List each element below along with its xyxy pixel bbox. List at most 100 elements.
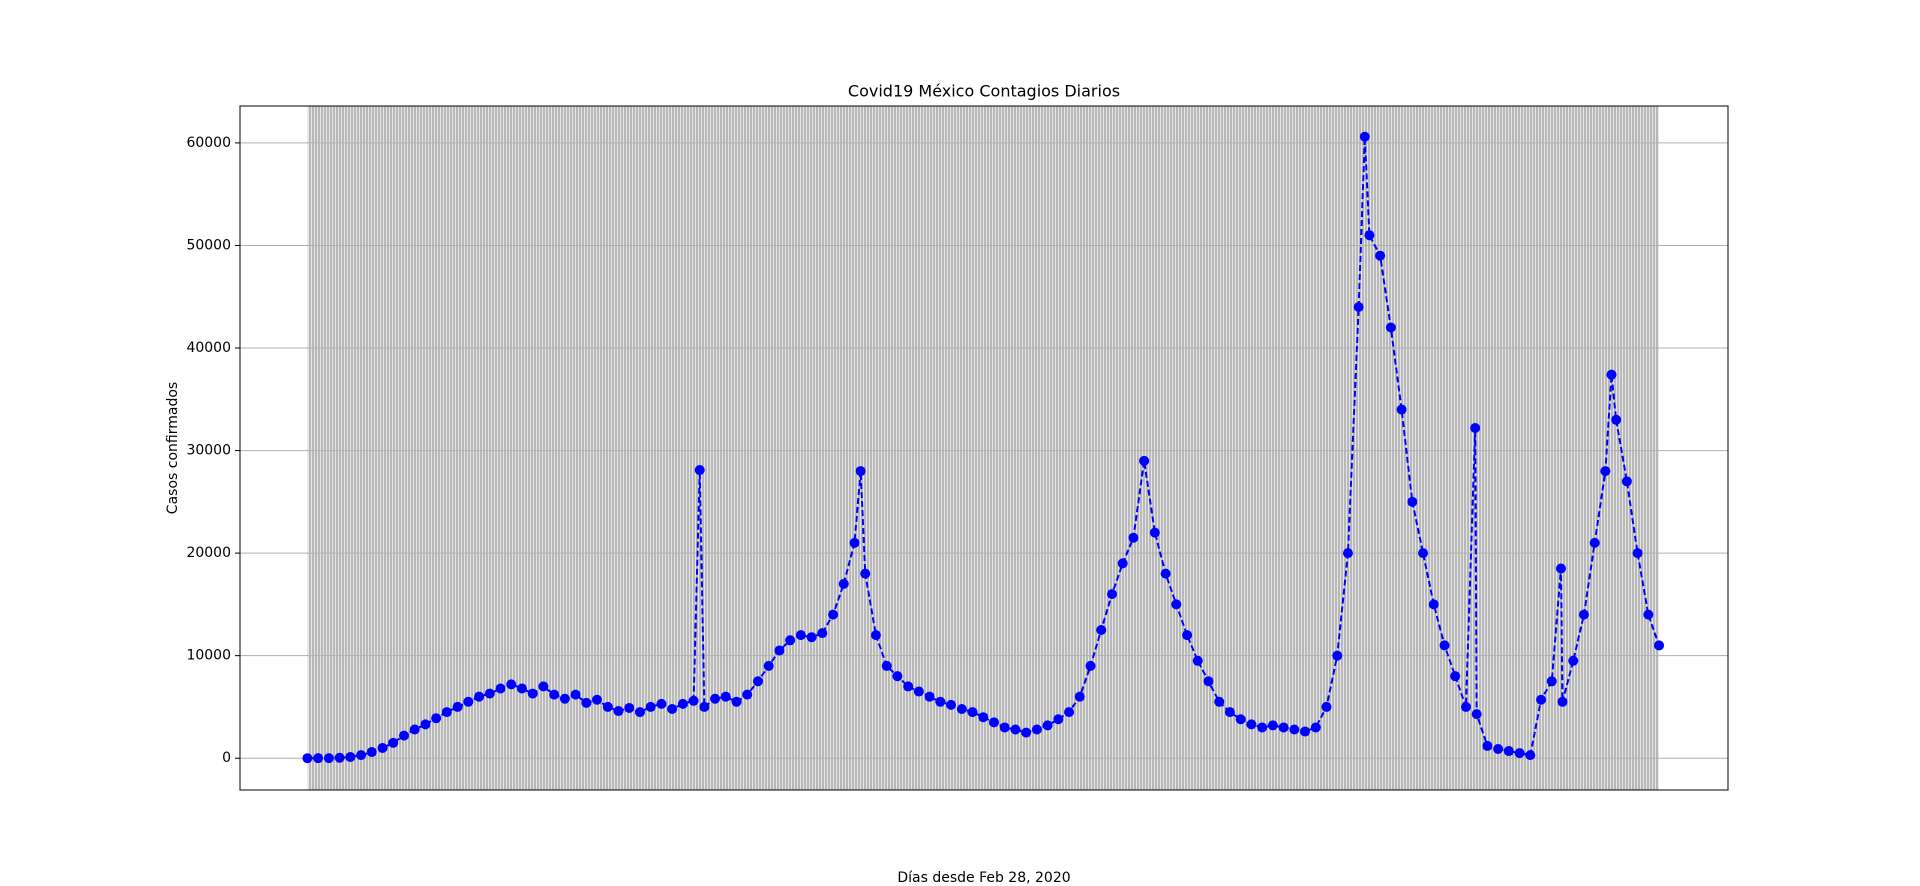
data-point (624, 702, 635, 713)
data-point (720, 691, 731, 702)
data-point (742, 689, 753, 700)
data-point (1257, 722, 1268, 733)
data-point (1353, 301, 1364, 312)
data-point (1375, 250, 1386, 261)
data-point (694, 465, 705, 476)
data-point (785, 635, 796, 646)
data-point (1654, 640, 1665, 651)
data-point (699, 701, 710, 712)
data-point (688, 695, 699, 706)
data-point (506, 679, 517, 690)
chart-title: Covid19 México Contagios Diarios (848, 82, 1120, 101)
data-point (1021, 727, 1032, 738)
data-point (302, 753, 313, 764)
data-point (903, 681, 914, 692)
data-point (946, 699, 957, 710)
data-point (1224, 707, 1235, 718)
data-point (570, 689, 581, 700)
data-point (1074, 691, 1085, 702)
data-point (441, 707, 452, 718)
data-point (645, 701, 656, 712)
y-tick-label: 40000 (186, 340, 231, 356)
data-point (1643, 609, 1654, 620)
data-point (1385, 322, 1396, 333)
data-point (1235, 714, 1246, 725)
data-point (1611, 414, 1622, 425)
data-point (538, 681, 549, 692)
data-point (1364, 230, 1375, 241)
data-point (1160, 568, 1171, 579)
data-point (1085, 660, 1096, 671)
data-point (913, 686, 924, 697)
data-point (1149, 527, 1160, 538)
y-tick-label: 0 (222, 750, 231, 766)
data-point (1503, 746, 1514, 757)
data-point (1471, 709, 1482, 720)
data-point (420, 719, 431, 730)
data-point (1246, 719, 1257, 730)
data-point (1418, 548, 1429, 559)
data-point (849, 537, 860, 548)
data-point (892, 671, 903, 682)
data-point (1428, 599, 1439, 610)
data-point (1606, 369, 1617, 380)
data-point (313, 753, 324, 764)
data-point (345, 751, 356, 762)
data-point (1042, 720, 1053, 731)
data-point (935, 696, 946, 707)
data-point (323, 753, 334, 764)
data-point (1310, 722, 1321, 733)
data-point (1514, 748, 1525, 759)
y-tick-label: 10000 (186, 648, 231, 664)
data-point (474, 691, 485, 702)
data-point (409, 724, 420, 735)
data-point (581, 697, 592, 708)
data-point (795, 630, 806, 641)
x-axis-label: Días desde Feb 28, 2020 (897, 870, 1070, 886)
data-point (1632, 548, 1643, 559)
data-point (1053, 714, 1064, 725)
data-point (366, 747, 377, 758)
y-axis-label: Casos confirmados (165, 382, 181, 514)
data-point (334, 752, 345, 763)
data-point (377, 742, 388, 753)
data-point (398, 730, 409, 741)
data-point (1203, 676, 1214, 687)
data-point (634, 707, 645, 718)
data-point (1482, 740, 1493, 751)
data-point (1106, 589, 1117, 600)
data-point (1621, 476, 1632, 487)
plot-frame (239, 105, 1729, 791)
data-point (356, 750, 367, 761)
data-point (1525, 750, 1536, 761)
data-point (602, 701, 613, 712)
data-point (1460, 701, 1471, 712)
data-point (731, 696, 742, 707)
data-point (1600, 466, 1611, 477)
data-point (1359, 131, 1370, 142)
data-point (1171, 599, 1182, 610)
data-point (1568, 655, 1579, 666)
data-point (484, 688, 495, 699)
data-point (774, 645, 785, 656)
data-point (1450, 671, 1461, 682)
data-point (860, 568, 871, 579)
data-point (1096, 625, 1107, 636)
y-tick-label: 50000 (186, 237, 231, 253)
data-point (763, 660, 774, 671)
data-point (1396, 404, 1407, 415)
data-point (431, 713, 442, 724)
data-point (527, 688, 538, 699)
data-point (956, 703, 967, 714)
data-point (881, 660, 892, 671)
data-point (592, 694, 603, 705)
data-point (388, 737, 399, 748)
data-point (1031, 724, 1042, 735)
data-point (988, 717, 999, 728)
data-point (828, 609, 839, 620)
data-point (1321, 701, 1332, 712)
data-point (1470, 423, 1481, 434)
data-point (677, 698, 688, 709)
data-point (1342, 548, 1353, 559)
